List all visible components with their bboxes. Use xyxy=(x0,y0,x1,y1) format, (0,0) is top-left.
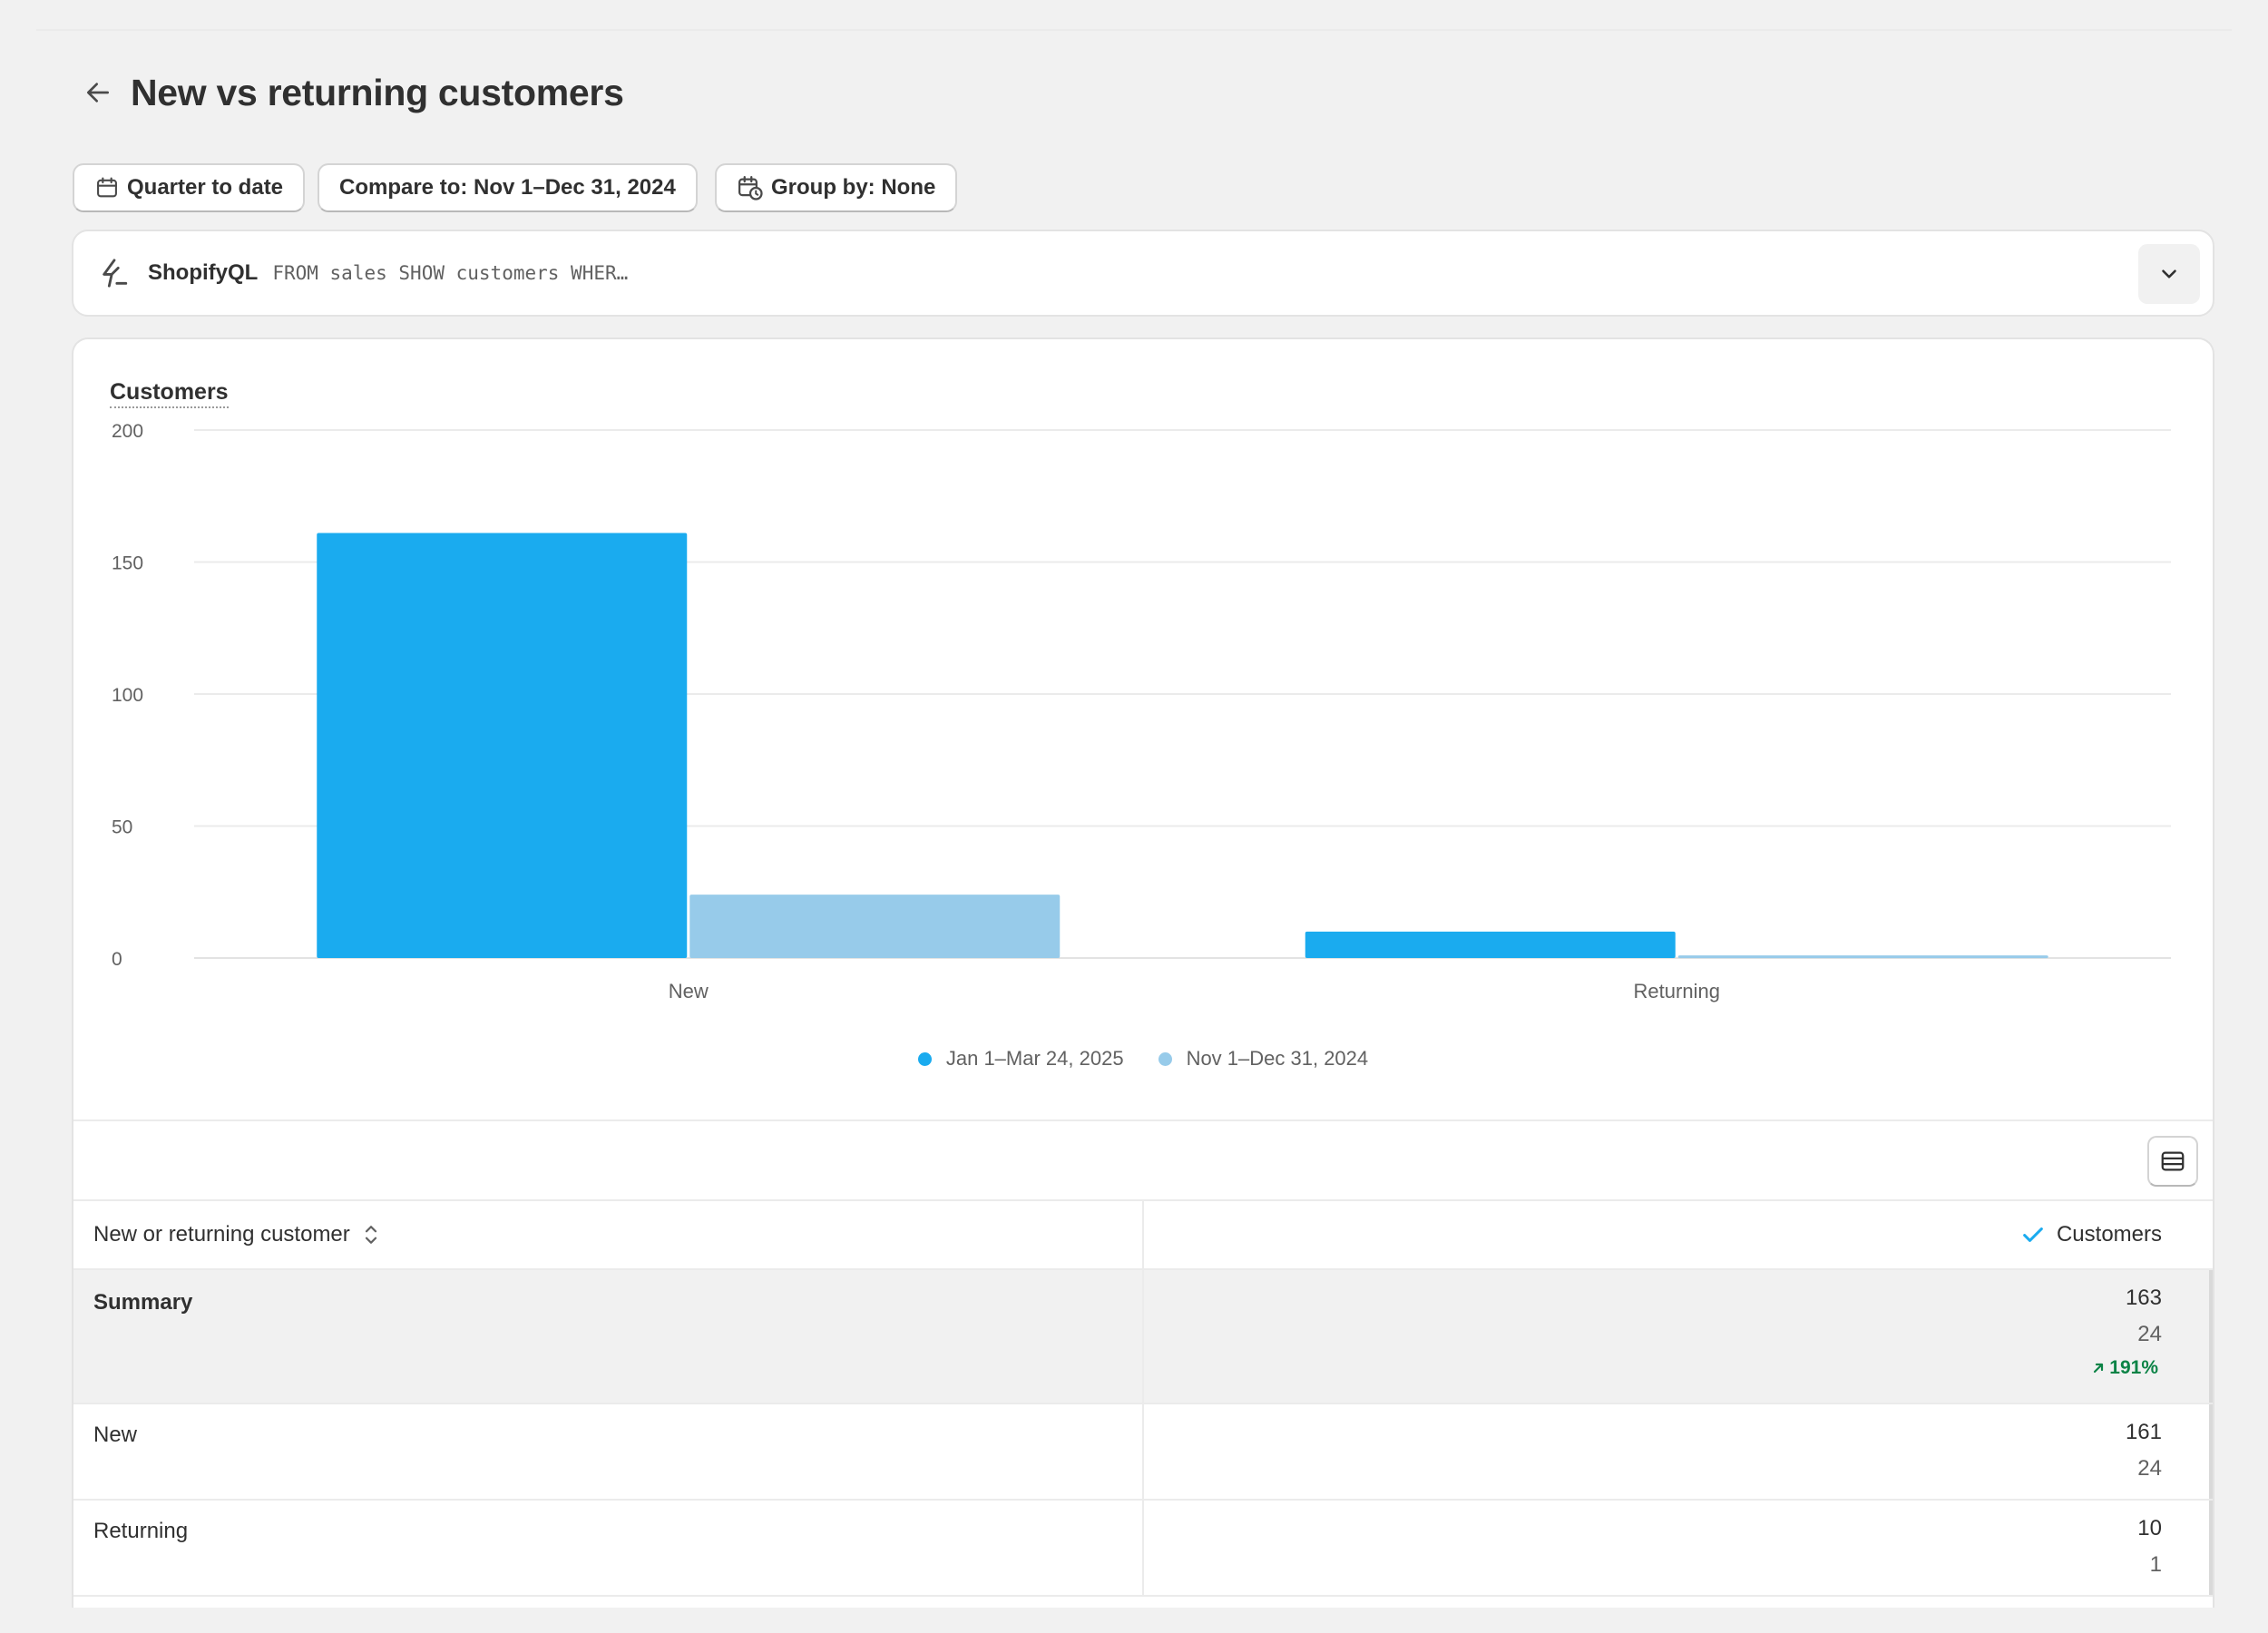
report-card: Customers 0 50 100 150 200 New Returning Jan 1… xyxy=(72,337,2214,1608)
calendar-clock-icon xyxy=(737,174,764,201)
legend-swatch-previous xyxy=(1158,1051,1172,1066)
legend-swatch-current xyxy=(917,1051,932,1066)
arrow-up-right-icon xyxy=(2094,1363,2104,1374)
table-row: Returning 10 1 xyxy=(73,1499,2213,1595)
table-scrollbar[interactable] xyxy=(2209,1501,2213,1595)
page-title: New vs returning customers xyxy=(131,71,624,113)
calendar-icon xyxy=(94,175,120,200)
row-current-value: 161 xyxy=(2125,1420,2162,1444)
y-tick-label: 100 xyxy=(112,685,143,706)
chart-table-divider xyxy=(73,1120,2213,1121)
row-label-new: New xyxy=(73,1404,1144,1499)
column-header-metric-label: Customers xyxy=(2056,1222,2162,1247)
legend-item-current[interactable]: Jan 1–Mar 24, 2025 xyxy=(917,1047,1124,1071)
table-header-row: New or returning customer Customers xyxy=(73,1199,2213,1268)
summary-label: Summary xyxy=(73,1270,1144,1403)
group-by-label: Group by: None xyxy=(771,175,936,200)
metric-title[interactable]: Customers xyxy=(110,379,229,408)
summary-values: 163 24 191% xyxy=(1144,1270,2213,1403)
summary-current-value: 163 xyxy=(2125,1286,2162,1310)
table-bottom-edge xyxy=(73,1595,2213,1606)
summary-change: 191% xyxy=(1144,1357,2158,1379)
page-header: New vs returning customers xyxy=(76,64,624,122)
table-row: New 161 24 xyxy=(73,1403,2213,1499)
table-scrollbar[interactable] xyxy=(2209,1404,2213,1499)
column-header-metric[interactable]: Customers xyxy=(1144,1201,2213,1268)
table-icon xyxy=(2161,1151,2185,1171)
x-tick-label: Returning xyxy=(1634,980,1720,1002)
y-tick-label: 200 xyxy=(112,421,143,442)
group-by-button[interactable]: Group by: None xyxy=(715,163,958,212)
row-values-new: 161 24 xyxy=(1144,1404,2213,1499)
lightning-code-icon xyxy=(99,258,130,288)
summary-row: Summary 163 24 191% xyxy=(73,1268,2213,1403)
date-range-button[interactable]: Quarter to date xyxy=(73,163,306,212)
y-tick-label: 50 xyxy=(112,817,132,838)
y-tick-label: 0 xyxy=(112,949,122,970)
row-label-returning: Returning xyxy=(73,1501,1144,1595)
bar-returning-previous xyxy=(1677,955,2048,959)
legend-label-current: Jan 1–Mar 24, 2025 xyxy=(945,1047,1124,1070)
table-scrollbar[interactable] xyxy=(2209,1270,2213,1403)
legend-label-previous: Nov 1–Dec 31, 2024 xyxy=(1186,1047,1369,1070)
top-divider xyxy=(36,29,2232,31)
data-table: New or returning customer Customers Summ… xyxy=(73,1199,2213,1606)
row-values-returning: 10 1 xyxy=(1144,1501,2213,1595)
summary-previous-value: 24 xyxy=(2137,1322,2162,1346)
column-header-dimension-label: New or returning customer xyxy=(93,1222,350,1247)
x-tick-label: New xyxy=(669,980,709,1002)
expand-query-button[interactable] xyxy=(2138,244,2200,304)
summary-change-value: 191% xyxy=(2109,1357,2158,1378)
chevron-down-icon xyxy=(2162,269,2176,279)
sort-icon[interactable] xyxy=(361,1221,381,1248)
bar-chart: 0 50 100 150 200 New Returning xyxy=(112,421,2171,1002)
checkmark-icon xyxy=(2023,1227,2043,1242)
compare-to-button[interactable]: Compare to: Nov 1–Dec 31, 2024 xyxy=(318,163,698,212)
back-button[interactable] xyxy=(76,71,120,114)
date-range-label: Quarter to date xyxy=(127,175,284,200)
bar-new-previous xyxy=(689,895,1061,958)
column-header-dimension[interactable]: New or returning customer xyxy=(73,1201,1144,1268)
shopifyql-query[interactable]: FROM sales SHOW customers WHER… xyxy=(272,262,629,284)
row-previous-value: 24 xyxy=(2137,1456,2162,1481)
bar-new-current xyxy=(317,533,688,958)
row-current-value: 10 xyxy=(2137,1516,2162,1540)
arrow-left-icon xyxy=(87,83,109,103)
compare-to-label: Compare to: Nov 1–Dec 31, 2024 xyxy=(339,175,676,200)
shopifyql-label: ShopifyQL xyxy=(148,260,259,285)
table-view-button[interactable] xyxy=(2147,1136,2198,1187)
legend-item-previous[interactable]: Nov 1–Dec 31, 2024 xyxy=(1158,1047,1369,1071)
bar-returning-current xyxy=(1305,931,1676,958)
chart-legend: Jan 1–Mar 24, 2025 Nov 1–Dec 31, 2024 xyxy=(73,1047,2213,1071)
y-tick-label: 150 xyxy=(112,553,143,574)
row-previous-value: 1 xyxy=(2149,1552,2162,1577)
shopifyql-bar[interactable]: ShopifyQL FROM sales SHOW customers WHER… xyxy=(72,230,2214,317)
